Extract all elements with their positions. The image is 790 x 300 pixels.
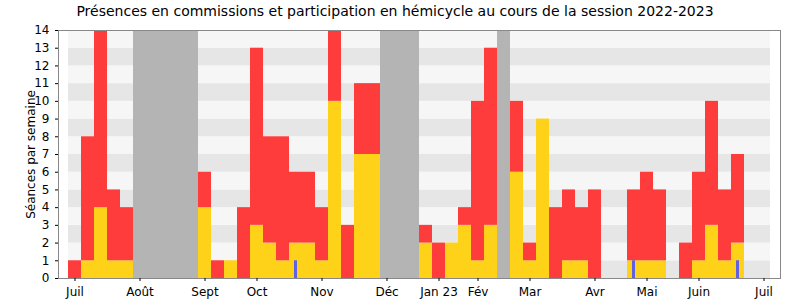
- svg-text:13: 13: [34, 41, 49, 55]
- svg-text:10: 10: [34, 94, 50, 109]
- html-text:Présences en commissions et pa: Présences en commissions et participatio…: [76, 3, 714, 19]
- svg-text:Fév: Fév: [468, 285, 489, 299]
- svg-text:14: 14: [34, 23, 49, 37]
- svg-text:12: 12: [34, 59, 49, 73]
- svg-text:Séances par semaine: Séances par semaine: [24, 90, 38, 219]
- svg-text:Mar: Mar: [519, 285, 542, 299]
- svg-text:Oct: Oct: [247, 285, 268, 299]
- svg-text:1: 1: [42, 254, 50, 268]
- svg-text:Juil: Juil: [65, 285, 84, 299]
- svg-text:Mai: Mai: [636, 285, 657, 299]
- svg-text:0: 0: [42, 271, 50, 285]
- svg-text:5: 5: [42, 183, 50, 197]
- svg-text:8: 8: [42, 130, 50, 144]
- svg-text:6: 6: [42, 165, 50, 179]
- svg-text:Avr: Avr: [585, 285, 605, 299]
- svg-text:2: 2: [42, 236, 50, 250]
- svg-text:Juin: Juin: [687, 285, 710, 299]
- svg-text:Juil: Juil: [754, 285, 773, 299]
- svg-text:Jan 23: Jan 23: [419, 285, 458, 299]
- svg-text:Déc: Déc: [375, 285, 398, 299]
- svg-text:11: 11: [34, 76, 49, 90]
- svg-text:Nov: Nov: [310, 285, 333, 299]
- svg-text:Août: Août: [126, 285, 154, 299]
- svg-text:Sept: Sept: [191, 285, 219, 299]
- svg-text:9: 9: [42, 112, 50, 126]
- svg-text:4: 4: [42, 200, 50, 214]
- svg-text:3: 3: [42, 218, 50, 232]
- svg-text:7: 7: [42, 147, 50, 161]
